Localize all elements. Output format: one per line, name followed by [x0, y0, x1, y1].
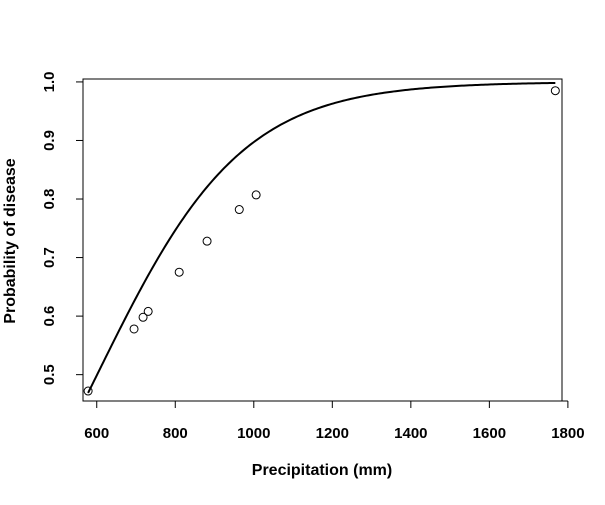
x-tick-label: 800 — [163, 425, 188, 442]
data-point — [550, 86, 560, 96]
x-tick-label: 1200 — [316, 425, 349, 442]
data-point — [138, 312, 148, 322]
data-point — [174, 267, 184, 277]
y-tick-label: 0.8 — [41, 189, 58, 210]
x-tick-label: 1000 — [237, 425, 270, 442]
data-point — [83, 386, 93, 396]
y-tick-label: 0.6 — [41, 306, 58, 327]
y-tick-label: 0.7 — [41, 247, 58, 268]
y-axis-title: Probability of disease — [2, 158, 19, 323]
y-tick-label: 1.0 — [41, 71, 58, 92]
y-tick-label: 0.9 — [41, 130, 58, 151]
y-axis: 0.5 0.6 0.7 0.8 0.9 1.0 — [41, 71, 84, 385]
data-point — [251, 190, 261, 200]
y-tick-label: 0.5 — [41, 364, 58, 385]
x-tick-label: 600 — [84, 425, 109, 442]
x-tick-label: 1800 — [551, 425, 584, 442]
data-point — [234, 205, 244, 215]
data-point — [129, 324, 139, 334]
data-point — [143, 306, 153, 316]
fitted-curve-line — [87, 81, 556, 394]
data-points — [83, 86, 560, 396]
x-tick-label: 1600 — [473, 425, 506, 442]
x-axis: 600 800 1000 1200 1400 1600 1800 — [84, 400, 585, 442]
x-tick-label: 1400 — [394, 425, 427, 442]
x-axis-title: Precipitation (mm) — [252, 462, 392, 479]
data-point — [202, 236, 212, 246]
